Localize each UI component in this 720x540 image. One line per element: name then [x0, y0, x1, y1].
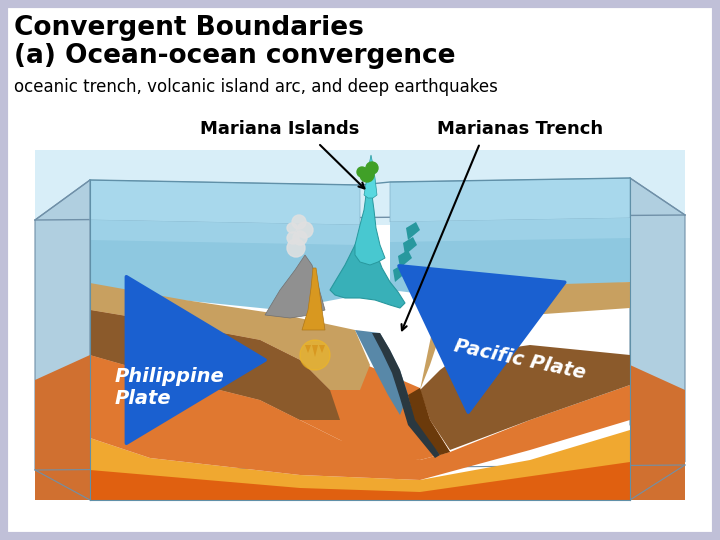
Polygon shape	[408, 388, 450, 455]
Polygon shape	[403, 237, 417, 255]
Polygon shape	[90, 430, 630, 500]
Polygon shape	[305, 345, 311, 353]
Polygon shape	[355, 330, 408, 415]
Circle shape	[300, 340, 330, 370]
Polygon shape	[420, 282, 630, 390]
Polygon shape	[35, 355, 90, 500]
Polygon shape	[90, 220, 360, 310]
FancyBboxPatch shape	[6, 6, 714, 534]
Circle shape	[287, 232, 299, 244]
Polygon shape	[90, 462, 630, 500]
Polygon shape	[398, 250, 412, 268]
Polygon shape	[35, 180, 90, 470]
Polygon shape	[630, 365, 685, 500]
Polygon shape	[35, 150, 685, 500]
Polygon shape	[35, 150, 685, 225]
Polygon shape	[90, 180, 360, 225]
Text: Philippine
Plate: Philippine Plate	[115, 368, 225, 408]
Text: Marianas Trench: Marianas Trench	[437, 120, 603, 138]
Polygon shape	[90, 355, 630, 480]
Polygon shape	[90, 220, 360, 245]
Circle shape	[287, 239, 305, 257]
Polygon shape	[330, 218, 405, 308]
Polygon shape	[265, 255, 325, 318]
Polygon shape	[364, 155, 377, 198]
Polygon shape	[630, 178, 685, 462]
Circle shape	[297, 222, 313, 238]
Polygon shape	[390, 218, 630, 296]
Circle shape	[357, 167, 367, 177]
Polygon shape	[90, 310, 450, 460]
Text: (a) Ocean-ocean convergence: (a) Ocean-ocean convergence	[14, 43, 456, 69]
Polygon shape	[312, 345, 318, 357]
Text: Pacific Plate: Pacific Plate	[452, 337, 588, 383]
Polygon shape	[355, 185, 385, 265]
Polygon shape	[420, 345, 630, 450]
Text: Mariana Islands: Mariana Islands	[200, 120, 360, 138]
Polygon shape	[90, 310, 340, 420]
Polygon shape	[90, 283, 370, 390]
Circle shape	[360, 168, 374, 182]
Circle shape	[292, 215, 306, 229]
Polygon shape	[393, 264, 407, 282]
Text: Convergent Boundaries: Convergent Boundaries	[14, 15, 364, 41]
Polygon shape	[302, 268, 325, 330]
Polygon shape	[406, 222, 420, 240]
Text: oceanic trench, volcanic island arc, and deep earthquakes: oceanic trench, volcanic island arc, and…	[14, 78, 498, 96]
Polygon shape	[372, 333, 440, 458]
Polygon shape	[319, 345, 325, 353]
Circle shape	[293, 231, 307, 245]
Polygon shape	[390, 178, 630, 222]
Circle shape	[366, 162, 378, 174]
Polygon shape	[390, 218, 630, 242]
Circle shape	[287, 223, 297, 233]
